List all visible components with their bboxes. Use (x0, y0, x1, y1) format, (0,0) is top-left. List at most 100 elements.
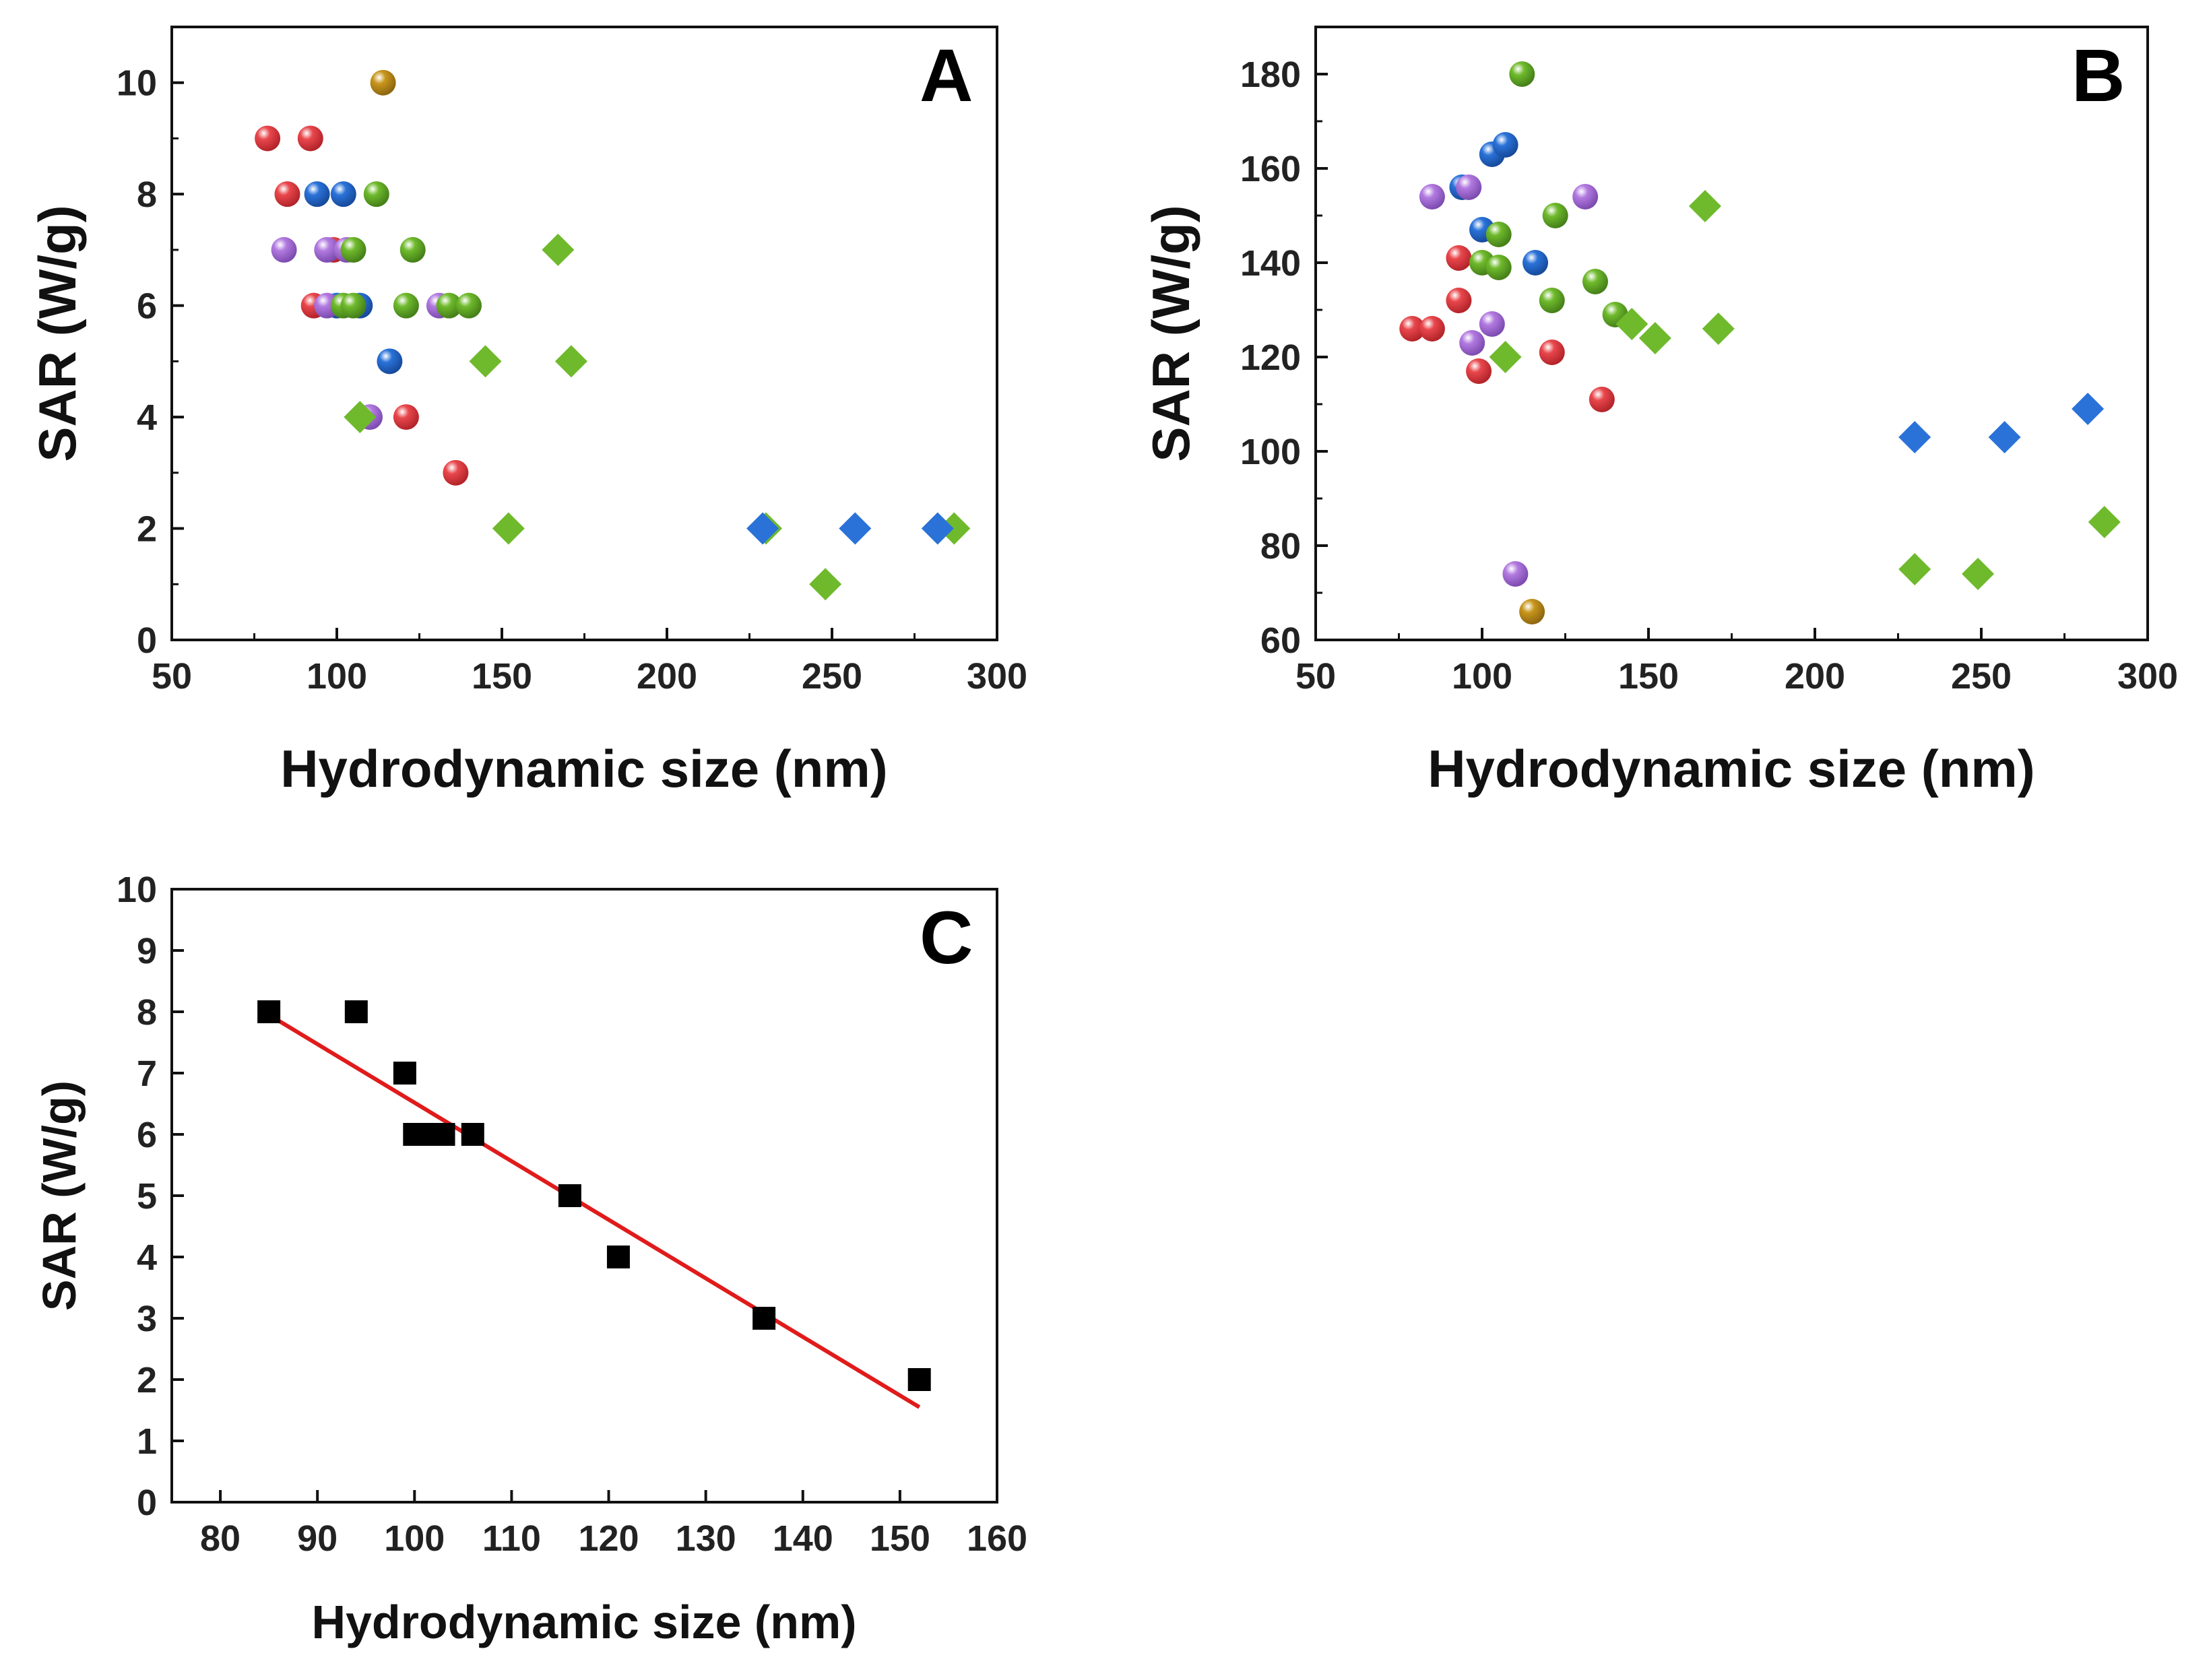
panel-b-xtick-label: 200 (1785, 656, 1845, 697)
panel-a-point-green-sphere (436, 292, 462, 319)
panel-a-point-green-diamond (492, 512, 525, 545)
panel-c-axes: 80 90 100 110 120 130 140 150 160 0 1 2 3 4 5 6 7 8 9 10 (117, 870, 1027, 1559)
panel-b-point-red-sphere (1399, 316, 1425, 342)
panel-b-point-green-diamond (1898, 553, 1931, 585)
panel-c-frame (170, 888, 998, 1504)
panel-c-point-square (558, 1184, 581, 1207)
panel-b-point-green-sphere (1485, 255, 1512, 280)
panel-c-ytick-label: 3 (137, 1299, 157, 1339)
panel-c-point-square (907, 1368, 931, 1391)
panel-a-xtick-label: 150 (472, 656, 532, 697)
panel-b-ytick-label: 60 (1260, 620, 1301, 661)
panel-c-ytick-label: 6 (137, 1115, 157, 1155)
panel-a-point-blue-diamond (839, 512, 872, 545)
panel-b-point-blue-diamond (1898, 421, 1931, 453)
panel-a-axes: 50 100 150 200 250 300 0 2 4 6 8 10 (117, 63, 1027, 697)
panel-c-point-square (344, 1000, 368, 1023)
panel-a-xtick-label: 100 (307, 656, 367, 697)
panel-c-point-square (461, 1123, 484, 1146)
panel-c-ylabel: SAR (W/g) (33, 1080, 86, 1311)
panel-a-point-red-sphere (443, 459, 469, 486)
panel-a-xtick-label: 250 (802, 656, 862, 697)
panel-b-xtick-label: 250 (1951, 656, 2012, 697)
panel-a: 50 100 150 200 250 300 0 2 4 6 8 10 A Hydrodynamic … (28, 26, 1027, 798)
panel-a-point-green-diamond (542, 233, 575, 266)
panel-b-point-green-diamond (1688, 190, 1721, 222)
panel-b-ytick-label: 180 (1240, 55, 1301, 95)
panel-a-point-green-sphere (456, 292, 482, 319)
panel-c-ytick-label: 7 (137, 1054, 157, 1094)
panel-b-xtick-label: 100 (1452, 656, 1512, 697)
panel-a-marks (255, 69, 971, 601)
panel-c-xtick-label: 100 (384, 1518, 445, 1559)
panel-a-letter: A (920, 34, 973, 117)
panel-a-xtick-label: 300 (967, 656, 1027, 697)
panel-b-point-green-sphere (1542, 203, 1568, 228)
panel-b-point-red-sphere (1466, 358, 1492, 384)
panel-c-ytick-label: 1 (137, 1421, 157, 1462)
panel-a-ytick-label: 4 (137, 397, 157, 438)
panel-c-ytick-label: 2 (137, 1360, 157, 1400)
panel-a-point-orange-sphere (370, 69, 396, 96)
panel-b-point-red-sphere (1589, 387, 1615, 412)
panel-b-ytick-label: 120 (1240, 337, 1301, 378)
panel-c-xtick-label: 150 (870, 1518, 930, 1559)
panel-a-point-green-diamond (554, 345, 587, 378)
panel-b-letter: B (2072, 34, 2125, 117)
panel-b-point-green-diamond (1962, 558, 1995, 590)
panel-b-ytick-label: 160 (1240, 149, 1301, 189)
panel-b-ytick-label: 100 (1240, 432, 1301, 472)
panel-c-letter: C (920, 897, 973, 979)
panel-c-point-square (432, 1123, 455, 1146)
panel-b-axes: 50 100 150 200 250 300 60 80 100 120 140 160 180 (1240, 55, 2178, 697)
panel-a-point-green-diamond (469, 345, 502, 378)
panel-b-point-orange-sphere (1519, 599, 1545, 624)
panel-a-point-blue-sphere (304, 181, 330, 207)
panel-b-point-red-sphere (1446, 245, 1472, 271)
panel-b-point-blue-sphere (1492, 132, 1518, 158)
panel-b: 50 100 150 200 250 300 60 80 100 120 140 160 180 B H… (1141, 26, 2178, 798)
panel-c-point-square (393, 1062, 416, 1085)
panel-b-xtick-label: 150 (1618, 656, 1679, 697)
panel-b-xtick-label: 300 (2117, 656, 2178, 697)
panel-a-point-green-sphere (340, 236, 366, 263)
panel-b-point-purple-sphere (1572, 184, 1599, 209)
panel-a-point-green-sphere (399, 236, 426, 263)
panel-a-ytick-label: 6 (137, 286, 157, 327)
panel-a-point-blue-diamond (921, 512, 954, 545)
panel-a-point-purple-sphere (271, 236, 297, 263)
panel-a-point-blue-diamond (746, 512, 779, 545)
panel-b-point-green-diamond (1489, 341, 1522, 373)
panel-c-point-square (752, 1307, 776, 1330)
panel-a-point-red-sphere (274, 181, 300, 207)
panel-b-point-purple-sphere (1419, 184, 1445, 209)
panel-b-point-purple-sphere (1459, 330, 1485, 356)
panel-a-ytick-label: 2 (137, 509, 157, 550)
panel-a-point-blue-sphere (377, 348, 403, 375)
panel-c-xtick-label: 90 (297, 1518, 338, 1559)
panel-b-point-green-sphere (1509, 61, 1535, 87)
panel-c-ytick-label: 10 (117, 870, 157, 910)
panel-b-point-green-sphere (1582, 269, 1608, 294)
panel-b-ylabel: SAR (W/g) (1141, 205, 1200, 461)
panel-b-point-blue-sphere (1523, 250, 1549, 276)
panel-c-ytick-label: 0 (137, 1483, 157, 1523)
panel-c-xlabel: Hydrodynamic size (nm) (311, 1596, 856, 1648)
panel-b-point-green-sphere (1485, 222, 1512, 247)
panel-a-point-green-diamond (809, 568, 842, 601)
panel-a-point-green-sphere (363, 181, 389, 207)
panel-a-ytick-label: 8 (137, 174, 157, 215)
panel-b-xlabel: Hydrodynamic size (nm) (1428, 739, 2035, 798)
panel-b-xtick-label: 50 (1295, 656, 1336, 697)
panel-a-point-blue-sphere (330, 181, 356, 207)
panel-b-point-green-diamond (1702, 313, 1735, 345)
panel-a-point-red-sphere (255, 125, 281, 152)
panel-b-point-red-sphere (1446, 288, 1472, 313)
panel-a-point-red-sphere (393, 404, 419, 430)
panel-b-ytick-label: 140 (1240, 243, 1301, 284)
panel-b-point-purple-sphere (1502, 561, 1529, 587)
panel-c-ytick-label: 9 (137, 931, 157, 971)
panel-b-point-green-sphere (1539, 288, 1565, 313)
